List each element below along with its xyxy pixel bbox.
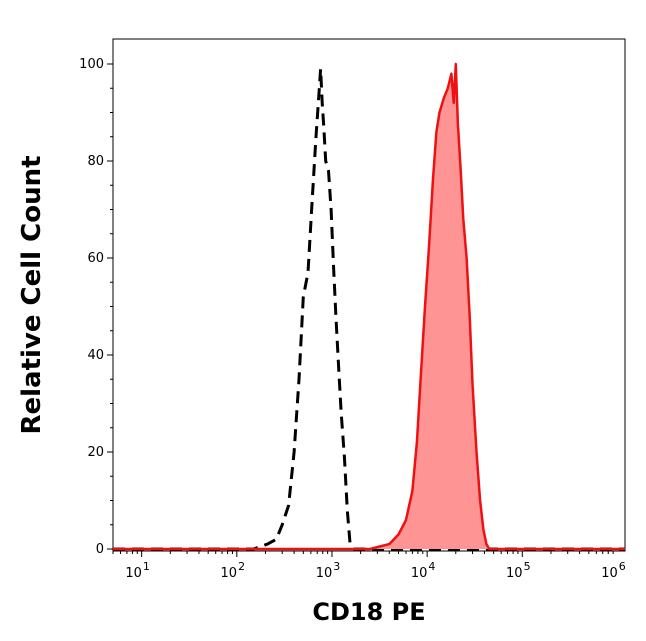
x-tick-label: 104 [411,560,436,581]
x-tick-label: 102 [221,560,246,581]
y-axis: 0 20 40 60 80 100 [79,57,113,557]
y-axis-title: Relative Cell Count [17,155,47,434]
x-axis-title: CD18 PE [312,598,425,626]
y-tick-label: 40 [87,348,104,363]
y-tick-label: 80 [87,154,104,169]
x-tick-label: 106 [601,560,626,581]
control-sample-line [113,67,625,551]
x-tick-label: 105 [506,560,531,581]
x-axis: 101 102 103 104 105 106 [112,551,626,581]
y-tick-label: 0 [96,542,104,557]
x-tick-label: 103 [316,560,341,581]
histogram-series [113,62,625,551]
y-tick-label: 20 [87,445,104,460]
stained-sample-line [113,62,625,551]
y-tick-label: 60 [87,251,104,266]
x-tick-label: 101 [125,560,150,581]
stained-sample-fill [113,64,625,549]
y-tick-label: 100 [79,57,104,72]
plot-frame [112,38,626,552]
